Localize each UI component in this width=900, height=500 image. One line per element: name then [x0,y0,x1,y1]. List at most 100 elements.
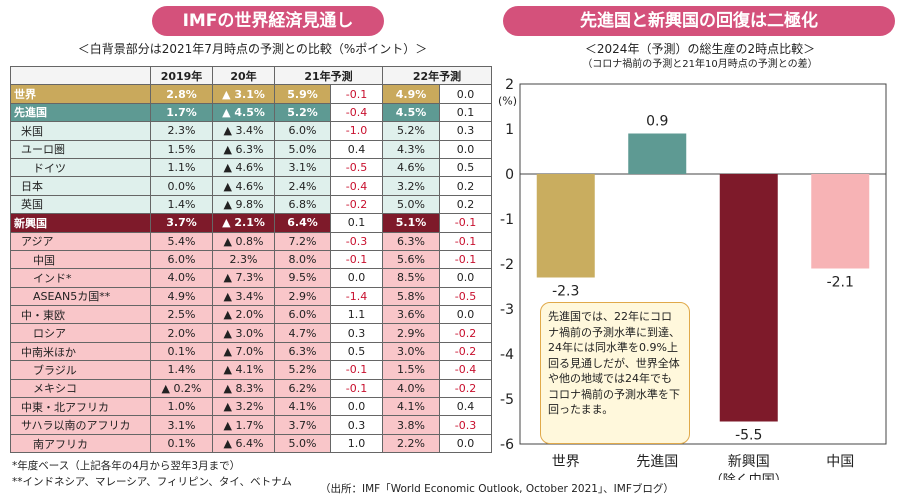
table-cell: ▲ 4.1% [212,360,275,380]
table-row: 新興国 3.7% ▲ 2.1% 6.4% 0.1 5.1% -0.1 [10,213,492,233]
table-cell: ▲ 0.2% [150,378,213,399]
table-row: 中国 6.0% 2.3% 8.0% -0.1 5.6% -0.1 [10,249,492,270]
row-label: 新興国 [10,213,151,233]
table-cell: 8.0% [274,249,331,270]
category-label: 先進国 [636,454,678,470]
header-cell: 20年 [212,65,275,86]
table-cell: 8.5% [382,268,440,288]
table-cell: 5.2% [382,121,440,141]
y-tick-label: -5 [500,392,514,408]
table-cell: ▲ 8.3% [212,378,275,399]
table-cell: 3.1% [150,415,213,435]
table-row: メキシコ ▲ 0.2% ▲ 8.3% 6.2% -0.1 4.0% -0.2 [10,378,492,399]
table-row: ASEAN5カ国** 4.9% ▲ 3.4% 2.9% -1.4 5.8% -0.5 [10,286,492,307]
header-cell: 2019年 [150,65,213,86]
row-label: 南アフリカ [10,433,151,454]
table-row: アジア 5.4% ▲ 0.8% 7.2% -0.3 6.3% -0.1 [10,231,492,251]
table-cell: 4.3% [382,139,440,159]
table-row: ドイツ 1.1% ▲ 4.6% 3.1% -0.5 4.6% 0.5 [10,157,492,178]
table-cell: 5.0% [274,433,331,454]
table-row: 先進国 1.7% ▲ 4.5% 5.2% -0.4 4.5% 0.1 [10,102,492,123]
y-tick-label: 1 [505,122,514,138]
table-cell: 5.4% [150,231,213,251]
table-cell: 6.3% [274,341,331,362]
row-label: 英国 [10,194,151,215]
row-label: アジア [10,231,151,251]
table-row: サハラ以南のアフリカ 3.1% ▲ 1.7% 3.7% 0.3 3.8% -0.3 [10,415,492,435]
table-cell: 0.5 [439,157,492,178]
bar-2 [628,133,687,174]
table-cell: ▲ 3.4% [212,121,275,141]
category-sublabel: （除く中国） [710,473,788,480]
value-label: -2.3 [552,284,579,300]
table-row: 米国 2.3% ▲ 3.4% 6.0% -1.0 5.2% 0.3 [10,121,492,141]
footnote: *年度ベース（上記各年の4月から翌年3月まで） [12,460,241,472]
bar-3 [719,174,778,422]
table-cell: -0.5 [439,286,492,307]
y-tick-label: -4 [500,347,514,363]
value-label: 0.9 [646,114,668,130]
table-cell: 2.4% [274,176,331,196]
table-cell: -0.4 [330,176,383,196]
table-cell: 2.3% [150,121,213,141]
table-cell: 1.5% [150,139,213,159]
table-row: ロシア 2.0% ▲ 3.0% 4.7% 0.3 2.9% -0.2 [10,323,492,343]
y-tick-label: 0 [505,167,514,183]
chart-title: 先進国と新興国の回復は二極化 [503,6,895,36]
table-cell: ▲ 4.6% [212,157,275,178]
table-cell: 1.0 [330,433,383,454]
table-cell: ▲ 0.8% [212,231,275,251]
table-cell: 6.0% [150,249,213,270]
row-label: 中国 [10,249,151,270]
table-cell: 3.7% [150,213,213,233]
table-cell: 2.5% [150,305,213,325]
table-cell: 0.1% [150,433,213,454]
table-cell: ▲ 2.1% [212,213,275,233]
chart-subtitle-note: （コロナ禍前の予測と21年10月時点の予測との差） [582,59,818,70]
table-cell: 2.0% [150,323,213,343]
table-cell: -0.1 [330,360,383,380]
table-cell: 3.0% [382,341,440,362]
y-tick-label: 2 [505,77,514,93]
table-cell: ▲ 7.3% [212,268,275,288]
row-label: メキシコ [10,378,151,399]
table-cell: ▲ 3.2% [212,397,275,417]
table-cell: -1.4 [330,286,383,307]
table-cell: 1.7% [150,102,213,123]
table-cell: ▲ 4.6% [212,176,275,196]
table-row: 英国 1.4% ▲ 9.8% 6.8% -0.2 5.0% 0.2 [10,194,492,215]
row-label: 日本 [10,176,151,196]
table-row: ユーロ圏 1.5% ▲ 6.3% 5.0% 0.4 4.3% 0.0 [10,139,492,159]
table-cell: -0.2 [439,341,492,362]
table-cell: 6.2% [274,378,331,399]
category-label: 中国 [826,454,854,470]
table-header-row: 2019年 20年 21年予測 22年予測 [10,65,492,86]
table-cell: 6.3% [382,231,440,251]
table-cell: 5.1% [382,213,440,233]
table-cell: 4.1% [274,397,331,417]
table-cell: 0.1 [330,213,383,233]
table-cell: 1.0% [150,397,213,417]
table-cell: -0.1 [439,213,492,233]
row-label: サハラ以南のアフリカ [10,415,151,435]
row-label: ロシア [10,323,151,343]
table-cell: 2.8% [150,84,213,104]
table-cell: ▲ 7.0% [212,341,275,362]
table-cell: 0.2 [439,176,492,196]
table-cell: 4.0% [382,378,440,399]
table-cell: 0.5 [330,341,383,362]
table-cell: 0.0 [330,268,383,288]
table-cell: 0.3 [330,415,383,435]
table-cell: -0.1 [330,84,383,104]
table-cell: 0.0% [150,176,213,196]
table-cell: 4.9% [382,84,440,104]
table-cell: 3.2% [382,176,440,196]
table-cell: -1.0 [330,121,383,141]
bar-1 [536,174,595,278]
table-cell: 4.9% [150,286,213,307]
table-cell: 2.3% [212,249,275,270]
table-cell: 4.6% [382,157,440,178]
table-cell: 4.7% [274,323,331,343]
table-cell: -0.2 [330,194,383,215]
table-row: 中南米ほか 0.1% ▲ 7.0% 6.3% 0.5 3.0% -0.2 [10,341,492,362]
